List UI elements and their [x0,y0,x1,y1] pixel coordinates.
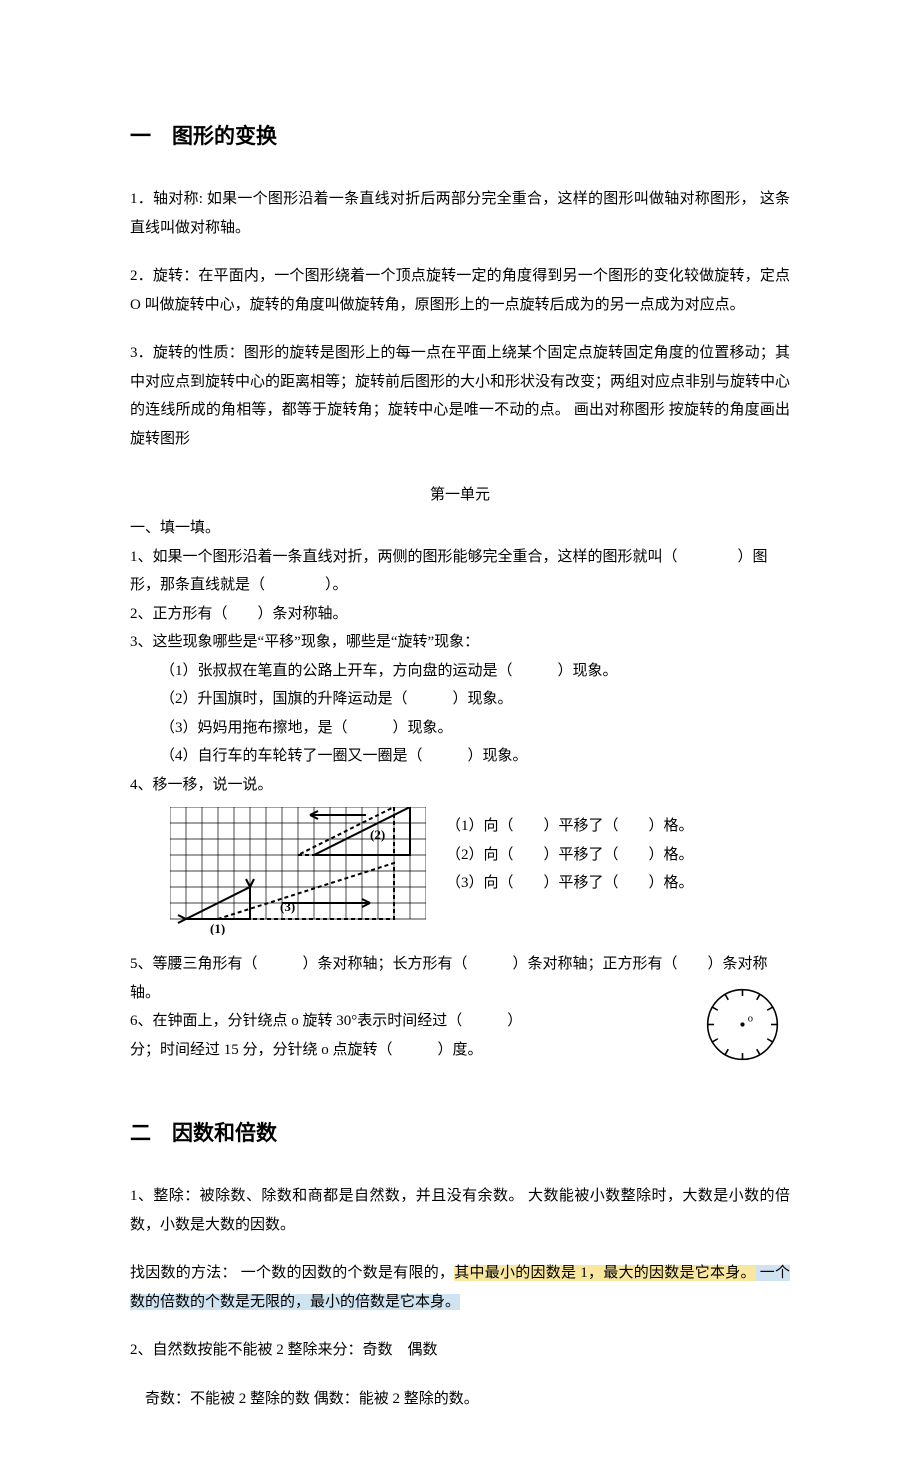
section1-p3: 3．旋转的性质：图形的旋转是图形上的每一点在平面上绕某个固定点旋转固定角度的位置… [130,339,790,453]
fig-label-1: (1) [210,921,225,935]
section1-p1: 1．轴对称: 如果一个图形沿着一条直线对折后两部分完全重合，这样的图形叫做轴对称… [130,185,790,242]
s2p2-plain: 找因数的方法： 一个数的因数的个数是有限的， [130,1265,454,1281]
unit1-q6b: 分；时间经过 15 分，分针绕 o 点旋转（ ）度。 [130,1036,675,1065]
unit1-q3-4: （4）自行车的车轮转了一圈又一圈是（ ）现象。 [130,742,790,771]
unit1-q3: 3、这些现象哪些是“平移”现象，哪些是“旋转”现象： [130,628,790,657]
unit1-q5: 5、等腰三角形有（ ）条对称轴；长方形有（ ）条对称轴；正方形有（ ）条对称轴。 [130,950,790,1007]
unit1-q1: 1、如果一个图形沿着一条直线对折，两侧的图形能够完全重合，这样的图形就叫（ ）图… [130,543,790,600]
unit1-heading-fill: 一、填一填。 [130,514,790,543]
section2-title: 二 因数和倍数 [130,1117,790,1147]
unit1-title: 第一单元 [130,483,790,504]
unit1-q4-2: （2）向（ ）平移了（ ）格。 [446,841,694,870]
fig-label-2: (2) [370,827,385,842]
grid-figure: (1) (2) (3) [170,807,426,940]
section2-p2: 找因数的方法： 一个数的因数的个数是有限的，其中最小的因数是 1，最大的因数是它… [130,1259,790,1316]
unit1-q4-1: （1）向（ ）平移了（ ）格。 [446,812,694,841]
figure-row: (1) (2) (3) （1）向（ ）平移了（ ）格。 （2）向（ ）平移了（ … [170,807,790,940]
move-text: （1）向（ ）平移了（ ）格。 （2）向（ ）平移了（ ）格。 （3）向（ ）平… [446,807,694,898]
fig-label-3: (3) [280,899,295,914]
section2-p3: 2、自然数按能不能被 2 整除来分：奇数 偶数 [130,1336,790,1365]
unit1-q6a: 6、在钟面上，分针绕点 o 旋转 30°表示时间经过（ ） [130,1007,675,1036]
unit1-q3-1: （1）张叔叔在笔直的公路上开车，方向盘的运动是（ ）现象。 [130,657,790,686]
section1-title: 一 图形的变换 [130,120,790,150]
unit1-q4: 4、移一移，说一说。 [130,771,790,800]
section1-p2: 2．旋转：在平面内，一个图形绕着一个顶点旋转一定的角度得到另一个图形的变化较做旋… [130,262,790,319]
clock-center-label: o [748,1013,753,1024]
unit1-q3-2: （2）升国旗时，国旗的升降运动是（ ）现象。 [130,685,790,714]
clock-icon: o [695,977,790,1077]
unit1-q4-3: （3）向（ ）平移了（ ）格。 [446,869,694,898]
s2p2-yellow: 其中最小的因数是 1，最大的因数是它本身。 [454,1265,755,1281]
section2-p4: 奇数：不能被 2 整除的数 偶数：能被 2 整除的数。 [130,1385,790,1414]
section2-p1: 1、整除：被除数、除数和商都是自然数，并且没有余数。 大数能被小数整除时，大数是… [130,1182,790,1239]
unit1-q3-3: （3）妈妈用拖布擦地，是（ ）现象。 [130,714,790,743]
unit1-q2: 2、正方形有（ ）条对称轴。 [130,600,790,629]
clock-row: 6、在钟面上，分针绕点 o 旋转 30°表示时间经过（ ） 分；时间经过 15 … [130,1007,790,1077]
